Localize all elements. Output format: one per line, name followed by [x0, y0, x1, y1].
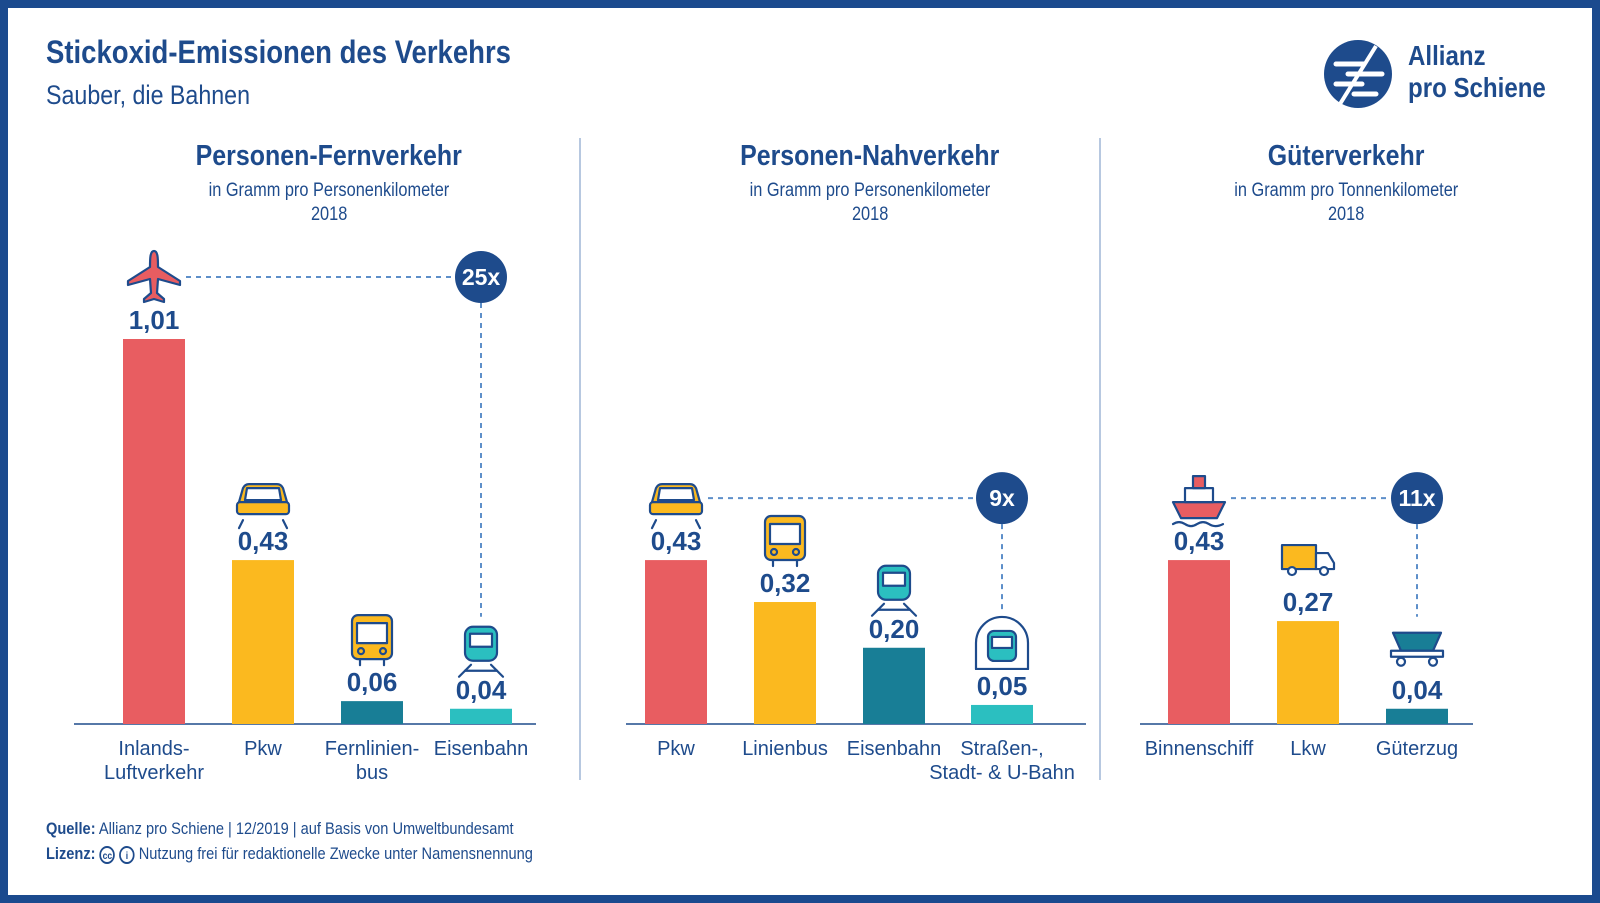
chart-area: 1,01 Inlands-Luftverkehr 0,43 Pkw 0,06 Fernli… [74, 138, 1473, 784]
category-label: Eisenbahn [847, 738, 942, 760]
category-label: Pkw [244, 738, 282, 760]
train-icon [870, 564, 918, 617]
bar [450, 708, 512, 724]
category-label: Binnenschiff [1145, 738, 1254, 760]
comparison-label: 9x [989, 485, 1015, 511]
data-label: 0,05 [977, 671, 1028, 701]
section-year-nahverkehr: 2018 [851, 204, 889, 225]
ship-icon [1171, 474, 1227, 528]
section-unit-fernverkehr: in Gramm pro Personenkilometer [208, 180, 450, 201]
attribution-icon: i [119, 845, 135, 864]
section-year-fernverkehr: 2018 [310, 204, 348, 225]
section-unit-nahverkehr: in Gramm pro Personenkilometer [749, 180, 991, 201]
footer: Quelle: Allianz pro Schiene | 12/2019 | … [46, 816, 612, 866]
data-label: 1,01 [129, 305, 180, 335]
data-label: 0,04 [456, 675, 507, 705]
comparison-label: 25x [462, 264, 501, 290]
subway-icon [974, 615, 1030, 671]
bar [232, 560, 294, 724]
logo-line-1: Allianz [1408, 40, 1486, 71]
page-title: Stickoxid-Emissionen des Verkehrs [46, 34, 511, 70]
section-title-gueterverkehr: Güterverkehr [1267, 140, 1425, 172]
category-label: Eisenbahn [434, 738, 529, 760]
category-label: Stadt- & U-Bahn [929, 762, 1075, 784]
category-label: Linienbus [742, 738, 828, 760]
airplane-icon [126, 249, 182, 304]
comparison-badge [976, 472, 1028, 525]
bar [123, 339, 185, 724]
bar [1386, 708, 1448, 724]
section-year-gueterverkehr: 2018 [1327, 204, 1365, 225]
comparison-badge [455, 251, 507, 303]
logo-line-2: pro Schiene [1408, 72, 1546, 103]
footer-source: Quelle: Allianz pro Schiene | 12/2019 | … [46, 816, 514, 841]
data-label: 0,43 [1174, 526, 1225, 556]
data-label: 0,04 [1392, 675, 1443, 705]
category-label: Fernlinien- [325, 738, 419, 760]
category-label: Pkw [657, 738, 695, 760]
bar [1168, 560, 1230, 724]
category-label: Straßen-, [960, 738, 1043, 760]
car-icon [235, 482, 291, 530]
freight-wagon-icon [1389, 631, 1445, 667]
logo: Allianz pro Schiene [1318, 34, 1558, 114]
category-label: bus [356, 762, 388, 784]
truck-icon [1280, 543, 1336, 577]
cc-icon: cc [99, 845, 116, 864]
section-title-nahverkehr: Personen-Nahverkehr [740, 140, 1000, 172]
bar [645, 560, 707, 724]
bar [341, 701, 403, 724]
bar [1277, 621, 1339, 724]
section-title-fernverkehr: Personen-Fernverkehr [195, 140, 463, 172]
data-label: 0,43 [651, 526, 702, 556]
data-label: 0,27 [1283, 587, 1334, 617]
category-label: Lkw [1290, 738, 1326, 760]
data-label: 0,43 [238, 526, 289, 556]
page-subtitle: Sauber, die Bahnen [46, 80, 250, 110]
category-label: Güterzug [1376, 738, 1458, 760]
data-label: 0,32 [760, 568, 811, 598]
bar [863, 647, 925, 724]
bus-icon [763, 514, 807, 568]
logo-mark-icon [1324, 40, 1392, 108]
license-text: Nutzung frei für redaktionelle Zwecke un… [138, 844, 533, 863]
bus-icon [350, 614, 394, 667]
category-label: Inlands- [118, 738, 189, 760]
category-label: Luftverkehr [104, 762, 204, 784]
comparison-label: 11x [1398, 485, 1435, 511]
train-icon [457, 625, 505, 678]
license-label: Lizenz: [46, 844, 96, 863]
data-label: 0,06 [347, 667, 398, 697]
infographic-frame: { "header": { "title": "Stickoxid-Emissi… [8, 8, 1592, 895]
footer-license: Lizenz: cc i Nutzung frei für redaktione… [46, 841, 533, 866]
section-header-fernverkehr: Personen-Fernverkehr in Gramm pro Person… [69, 140, 589, 227]
source-label: Quelle: [46, 819, 96, 838]
bar [754, 602, 816, 724]
chart-panel-2: 0,43 Pkw 0,32 Linienbus 0,20 Eisenbahn 0,05 Str… [626, 472, 1086, 784]
section-unit-gueterverkehr: in Gramm pro Tonnenkilometer [1233, 180, 1459, 201]
chart-panel-1: 1,01 Inlands-Luftverkehr 0,43 Pkw 0,06 Fernli… [74, 249, 536, 784]
section-header-gueterverkehr: Güterverkehr in Gramm pro Tonnenkilomete… [1086, 140, 1592, 227]
source-text: Allianz pro Schiene | 12/2019 | auf Basi… [98, 819, 514, 838]
chart-panel-3: 0,43 Binnenschiff 0,27 Lkw 0,04 Güterzug 11x [1140, 472, 1473, 760]
section-header-nahverkehr: Personen-Nahverkehr in Gramm pro Persone… [610, 140, 1130, 227]
bar [971, 704, 1033, 724]
data-label: 0,20 [869, 614, 920, 644]
car-icon [648, 482, 704, 530]
comparison-badge [1391, 472, 1443, 525]
